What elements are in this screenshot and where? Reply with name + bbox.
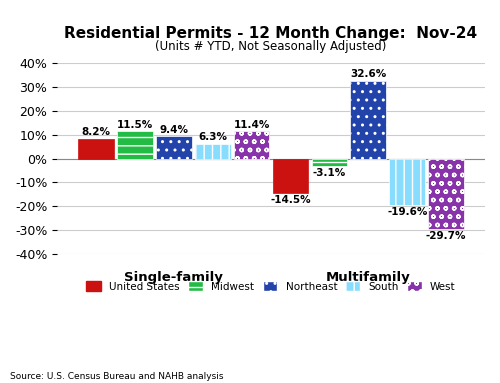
Legend: United States, Midwest, Northeast, South, West: United States, Midwest, Northeast, South…	[82, 277, 460, 296]
Text: 32.6%: 32.6%	[350, 69, 387, 79]
Bar	[350, 81, 386, 159]
Bar	[312, 159, 347, 166]
Bar	[234, 131, 270, 159]
Bar	[390, 159, 425, 205]
Text: -19.6%: -19.6%	[387, 207, 428, 217]
Text: 11.4%: 11.4%	[234, 120, 270, 130]
Text: 8.2%: 8.2%	[82, 128, 110, 137]
Text: 6.3%: 6.3%	[198, 132, 227, 142]
Bar	[272, 159, 308, 193]
Bar	[78, 139, 114, 159]
Bar	[156, 136, 192, 159]
Title: Residential Permits - 12 Month Change:  Nov-24: Residential Permits - 12 Month Change: N…	[64, 26, 478, 41]
Text: 9.4%: 9.4%	[160, 124, 188, 134]
Bar	[195, 144, 230, 159]
Bar	[117, 131, 152, 159]
Text: 11.5%: 11.5%	[117, 119, 153, 129]
Text: -3.1%: -3.1%	[313, 167, 346, 178]
Text: -14.5%: -14.5%	[270, 195, 311, 205]
Text: -29.7%: -29.7%	[426, 231, 467, 241]
Bar	[428, 159, 464, 229]
Text: (Units # YTD, Not Seasonally Adjusted): (Units # YTD, Not Seasonally Adjusted)	[156, 40, 386, 53]
Text: Single-family: Single-family	[124, 271, 223, 284]
Text: Multifamily: Multifamily	[326, 271, 410, 284]
Text: Source: U.S. Census Bureau and NAHB analysis: Source: U.S. Census Bureau and NAHB anal…	[10, 372, 224, 381]
